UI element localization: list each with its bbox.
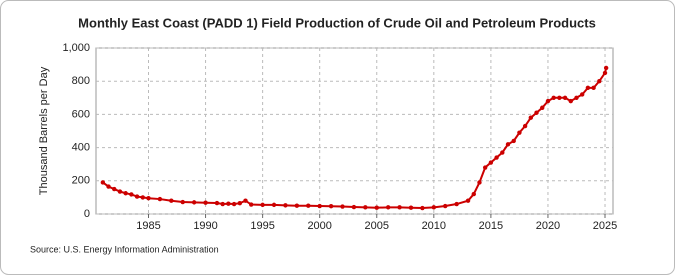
data-point — [123, 191, 128, 196]
data-point — [579, 92, 585, 97]
data-point — [471, 191, 476, 197]
data-point — [534, 110, 539, 115]
y-tick-label: 200 — [72, 175, 90, 187]
data-point — [317, 203, 322, 209]
data-point — [385, 205, 391, 210]
x-tick-label: 2010 — [422, 220, 446, 232]
data-point — [214, 200, 220, 206]
data-point — [237, 201, 243, 206]
data-point — [562, 95, 568, 101]
data-point — [431, 205, 437, 210]
data-point — [505, 142, 511, 147]
y-axis-label: Thousand Barrels per Day — [38, 66, 50, 195]
data-point — [420, 205, 425, 211]
data-point — [500, 150, 505, 155]
data-point — [557, 95, 562, 101]
y-tick-label: 400 — [72, 142, 90, 154]
data-point — [294, 203, 300, 208]
data-point — [243, 198, 248, 203]
data-point — [100, 180, 106, 185]
data-point — [226, 201, 231, 206]
data-point — [603, 65, 609, 71]
data-point — [408, 205, 414, 210]
data-point — [585, 85, 591, 91]
data-point — [374, 205, 379, 210]
x-tick-label: 2005 — [365, 220, 389, 232]
y-tick-label: 600 — [72, 108, 90, 120]
data-point — [351, 204, 357, 210]
data-point — [597, 79, 602, 84]
data-point — [517, 130, 522, 135]
data-point — [574, 95, 579, 101]
data-point — [140, 195, 145, 200]
data-point — [231, 201, 237, 207]
x-tick-label: 1985 — [136, 220, 160, 232]
data-point — [169, 198, 174, 203]
data-point — [157, 196, 163, 202]
x-tick-label: 2025 — [593, 220, 617, 232]
data-point — [283, 203, 288, 208]
data-point — [522, 123, 528, 129]
data-point — [146, 196, 151, 201]
data-point — [191, 200, 197, 205]
data-point — [545, 98, 551, 104]
data-point — [551, 95, 556, 101]
data-point — [602, 70, 608, 76]
data-point — [591, 85, 596, 91]
data-point — [340, 204, 345, 209]
data-point — [465, 198, 471, 203]
data-point — [488, 160, 494, 165]
data-point — [134, 194, 140, 199]
data-point — [540, 105, 545, 110]
x-tick-label: 1990 — [193, 220, 217, 232]
y-tick-label: 0 — [84, 208, 90, 220]
data-point — [568, 98, 573, 104]
data-point — [260, 202, 265, 208]
x-tick-label: 2015 — [479, 220, 503, 232]
data-point — [306, 203, 311, 208]
y-tick-label: 1,000 — [62, 42, 90, 54]
data-point — [528, 115, 534, 120]
data-point — [454, 201, 459, 207]
data-point — [220, 201, 225, 207]
data-point — [397, 205, 402, 210]
data-point — [203, 200, 208, 205]
data-point — [249, 202, 254, 207]
data-point — [494, 155, 499, 160]
source: Source: U.S. Energy Information Administ… — [30, 244, 219, 254]
x-tick-label: 2000 — [307, 220, 331, 232]
data-point — [328, 203, 334, 209]
plot-area — [95, 47, 614, 215]
data-point — [482, 165, 488, 170]
data-point — [129, 192, 134, 197]
data-point — [106, 184, 111, 189]
data-point — [363, 205, 368, 210]
data-point — [477, 180, 482, 185]
data-point — [180, 199, 185, 205]
data-point — [112, 186, 117, 192]
x-tick-label: 1995 — [250, 220, 274, 232]
data-point — [511, 138, 516, 144]
data-point — [443, 203, 448, 209]
chart-title: Monthly East Coast (PADD 1) Field Produc… — [78, 15, 596, 30]
data-point — [271, 202, 277, 208]
x-tick-label: 2020 — [536, 220, 560, 232]
y-tick-label: 800 — [72, 75, 90, 87]
data-point — [117, 189, 123, 194]
